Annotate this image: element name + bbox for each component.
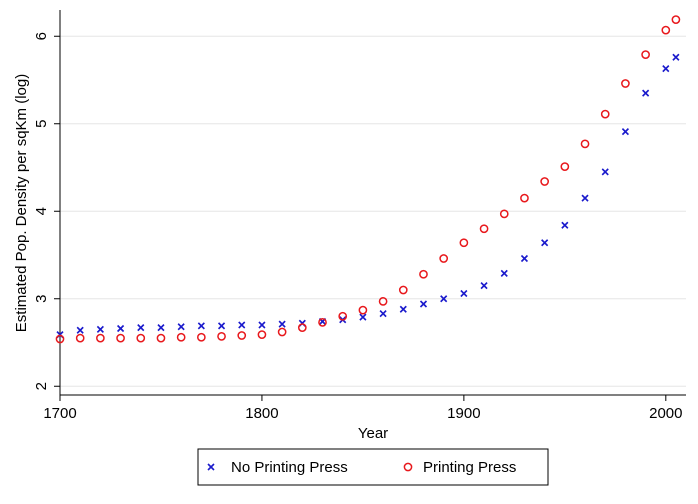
point-printing-press [156, 333, 166, 343]
point-no-printing-press [157, 324, 165, 332]
point-no-printing-press [520, 254, 529, 263]
point-printing-press [338, 311, 348, 321]
point-no-printing-press [419, 300, 428, 308]
point-no-printing-press [96, 325, 104, 333]
point-printing-press [75, 333, 85, 343]
point-printing-press [55, 334, 65, 344]
axes [59, 10, 686, 396]
point-no-printing-press [117, 324, 125, 333]
point-printing-press [479, 224, 489, 234]
y-axis-title: Estimated Pop. Density per sqKm (log) [13, 74, 30, 332]
point-no-printing-press [662, 65, 670, 73]
point-no-printing-press [642, 89, 650, 97]
point-printing-press [499, 209, 509, 219]
x-tick-label: 1900 [447, 405, 480, 422]
gridlines [60, 35, 686, 387]
point-printing-press [439, 254, 449, 263]
point-no-printing-press [217, 322, 226, 330]
x-tick-label: 2000 [649, 405, 682, 422]
point-printing-press [398, 285, 408, 295]
point-no-printing-press [672, 53, 680, 61]
point-printing-press [358, 305, 368, 315]
point-printing-press [520, 193, 529, 203]
legend: No Printing Press Printing Press [197, 448, 549, 486]
point-printing-press [237, 331, 247, 340]
x-tick-label: 1700 [43, 405, 76, 422]
y-tick-label: 5 [33, 120, 50, 128]
point-printing-press [96, 333, 105, 343]
point-no-printing-press [440, 295, 448, 303]
point-printing-press [277, 327, 287, 337]
point-printing-press [621, 79, 630, 88]
x-tick-label: 1800 [245, 405, 278, 422]
point-no-printing-press [399, 305, 407, 313]
point-no-printing-press [621, 128, 629, 136]
point-no-printing-press [541, 239, 549, 247]
point-no-printing-press [500, 269, 508, 277]
point-no-printing-press [581, 194, 589, 202]
legend-label-no-printing-press: No Printing Press [231, 459, 348, 476]
x-axis-title: Year [358, 425, 388, 442]
point-no-printing-press [480, 282, 488, 290]
point-no-printing-press [258, 321, 266, 329]
point-printing-press [419, 269, 428, 279]
point-no-printing-press [359, 313, 367, 321]
point-printing-press [257, 330, 267, 339]
point-no-printing-press [76, 326, 84, 334]
legend-marker-no-printing-press [207, 463, 215, 471]
point-printing-press [641, 50, 650, 59]
y-axis-ticks: 2 3 4 5 6 [33, 32, 60, 390]
point-no-printing-press [278, 320, 286, 328]
point-printing-press [580, 139, 590, 149]
point-printing-press [176, 332, 186, 342]
point-printing-press [671, 15, 681, 24]
point-printing-press [318, 318, 327, 327]
point-printing-press [459, 238, 469, 248]
point-no-printing-press [197, 322, 205, 330]
point-no-printing-press [238, 321, 246, 329]
point-printing-press [540, 177, 549, 186]
point-printing-press [297, 323, 307, 332]
point-no-printing-press [137, 324, 145, 332]
point-no-printing-press [177, 323, 185, 331]
y-tick-label: 4 [33, 207, 50, 215]
point-printing-press [560, 162, 570, 171]
x-axis-ticks: 1700 1800 1900 2000 [43, 395, 682, 422]
y-tick-label: 2 [33, 382, 50, 390]
point-printing-press [600, 109, 610, 119]
point-printing-press [378, 297, 388, 306]
y-tick-label: 3 [33, 295, 50, 303]
point-no-printing-press [379, 310, 387, 318]
point-no-printing-press [460, 289, 468, 298]
point-no-printing-press [561, 221, 569, 229]
legend-box [197, 448, 549, 486]
point-no-printing-press [601, 168, 609, 176]
data-points [55, 15, 681, 344]
y-tick-label: 6 [33, 32, 50, 40]
legend-label-printing-press: Printing Press [423, 459, 516, 476]
point-printing-press [217, 332, 226, 341]
point-printing-press [136, 333, 146, 343]
point-printing-press [116, 333, 125, 343]
legend-marker-printing-press [403, 462, 413, 472]
point-printing-press [661, 25, 671, 35]
point-printing-press [197, 332, 206, 342]
